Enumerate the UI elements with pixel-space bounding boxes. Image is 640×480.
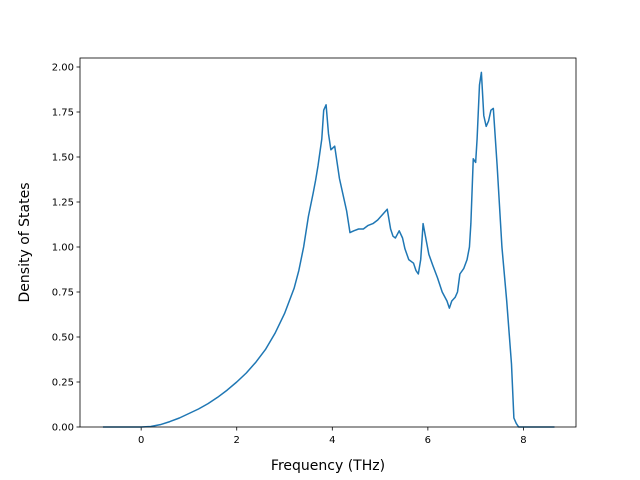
y-axis-label: Density of States [17,183,33,303]
y-axis-ticks: 0.00 0.25 0.50 0.75 1.00 1.25 1.50 1.75 2.00 [52,63,80,434]
x-tick-label: 4 [329,435,335,446]
y-tick-label: 2.00 [52,63,74,74]
dos-series-line [102,71,555,428]
plot-frame [79,57,577,428]
y-tick-label: 1.50 [52,153,74,164]
x-tick-label: 8 [520,435,526,446]
y-tick-label: 1.00 [52,243,74,254]
y-tick-label: 0.50 [52,333,74,344]
y-tick-label: 0.00 [52,423,74,434]
y-tick-label: 1.25 [52,198,74,209]
y-tick-label: 1.75 [52,108,74,119]
x-axis-ticks: 0 2 4 6 8 [138,427,527,446]
x-tick-label: 0 [138,435,144,446]
x-tick-label: 2 [234,435,240,446]
x-axis-label: Frequency (THz) [271,458,385,474]
y-tick-label: 0.75 [52,288,74,299]
x-tick-label: 6 [425,435,431,446]
y-tick-label: 0.25 [52,378,74,389]
